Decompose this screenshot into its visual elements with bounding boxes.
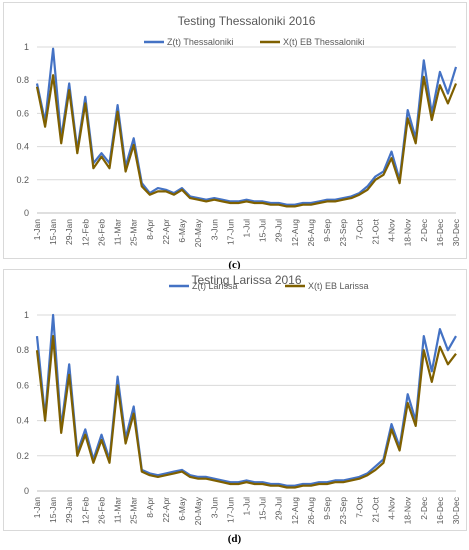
x-tick-label: 2-Dec	[419, 218, 429, 241]
x-tick-label: 1-Jul	[242, 497, 252, 516]
x-tick-label: 30-Dec	[451, 218, 461, 246]
y-tick-label: 0	[24, 208, 29, 218]
x-tick-label: 25-Mar	[129, 219, 139, 246]
x-tick-label: 29-Jan	[64, 497, 74, 523]
x-tick-label: 20-May	[193, 218, 203, 247]
x-tick-label: 23-Sep	[338, 497, 348, 525]
x-tick-label: 7-Oct	[354, 218, 364, 239]
chart-title: Testing Thessaloniki 2016	[178, 14, 316, 28]
y-tick-label: 0.4	[16, 142, 29, 152]
series-line-z	[35, 47, 458, 206]
legend-label: Z(t) Thessaloniki	[167, 37, 233, 47]
y-tick-label: 0.8	[16, 75, 29, 85]
x-tick-label: 21-Oct	[370, 496, 380, 522]
chart-title: Testing Larissa 2016	[191, 273, 301, 287]
x-tick-label: 11-Mar	[113, 219, 123, 245]
y-tick-label: 0.6	[16, 380, 29, 390]
x-tick-label: 12-Aug	[290, 497, 300, 525]
x-tick-label: 23-Sep	[338, 219, 348, 247]
x-tick-label: 9-Sep	[322, 497, 332, 520]
series-line-z	[35, 313, 457, 487]
x-tick-label: 3-Jun	[209, 219, 219, 241]
x-tick-label: 29-Jul	[274, 219, 284, 242]
x-tick-label: 22-Apr	[161, 219, 171, 245]
legend-label: X(t) EB Larissa	[308, 281, 369, 291]
x-tick-label: 16-Dec	[435, 218, 445, 246]
x-tick-label: 1-Jul	[242, 219, 252, 238]
y-tick-label: 0	[24, 486, 29, 496]
x-tick-label: 9-Sep	[322, 219, 332, 242]
chart-larissa: Testing Larissa 2016 0 0.2 0.4 0.6 0.8 1 1-Jan 1…	[16, 273, 461, 525]
y-tick-label: 1	[24, 310, 29, 320]
chart-thessaloniki: Testing Thessaloniki 201600.20.40.60.811…	[16, 14, 461, 247]
x-tick-label: 4-Nov	[387, 218, 397, 241]
x-tick-label: 11-Mar	[113, 497, 123, 523]
legend-label: X(t) EB Thessaloniki	[283, 37, 364, 47]
series-line-x-eb	[35, 334, 457, 489]
x-tick-label: 8-Apr	[145, 497, 155, 518]
x-tick-label: 12-Aug	[290, 219, 300, 247]
x-tick-label: 17-Jun	[225, 497, 235, 523]
x-tick-label: 15-Jul	[258, 219, 268, 242]
x-tick-label: 17-Jun	[225, 219, 235, 245]
x-tick-label: 1-Jan	[32, 219, 42, 241]
x-tick-label: 8-Apr	[145, 219, 155, 240]
x-tick-label: 4-Nov	[387, 496, 397, 519]
panel-caption-c: (c)	[228, 259, 241, 271]
x-tick-label: 26-Aug	[306, 219, 316, 247]
x-tick-label: 25-Mar	[129, 497, 139, 524]
x-tick-label: 7-Oct	[354, 496, 364, 517]
x-tick-label: 12-Feb	[80, 497, 90, 524]
x-tick-label: 2-Dec	[419, 496, 429, 519]
series-line-x-eb	[35, 74, 458, 208]
x-tick-label: 15-Jan	[48, 497, 58, 523]
x-tick-label: 26-Feb	[96, 497, 106, 524]
x-tick-label: 21-Oct	[370, 218, 380, 244]
panel-caption-d: (d)	[227, 533, 242, 545]
x-tick-label: 18-Nov	[403, 496, 413, 524]
x-tick-label: 18-Nov	[403, 218, 413, 246]
x-tick-label: 12-Feb	[80, 219, 90, 246]
x-tick-label: 16-Dec	[435, 496, 445, 524]
x-tick-label: 6-May	[177, 218, 187, 242]
x-tick-label: 26-Feb	[96, 219, 106, 246]
chart-panel-thessaloniki: Testing Thessaloniki 2016 0 0.2 0.4 0.6 0.8 1 1…	[3, 2, 467, 259]
x-tick-label: 6-May	[177, 496, 187, 520]
chart-panel-larissa: Testing Larissa 2016 0 0.2 0.4 0.6 0.8 1 1-Jan 1…	[3, 269, 467, 531]
y-tick-label: 1	[24, 42, 29, 52]
y-tick-label: 0.8	[16, 345, 29, 355]
x-tick-label: 15-Jul	[258, 497, 268, 520]
y-tick-label: 0.4	[16, 416, 29, 426]
x-tick-label: 29-Jan	[64, 219, 74, 245]
legend-label: Z(t) Larissa	[192, 281, 238, 291]
y-tick-label: 0.6	[16, 108, 29, 118]
x-tick-label: 26-Aug	[306, 497, 316, 525]
y-tick-label: 0.2	[16, 451, 29, 461]
x-tick-label: 29-Jul	[274, 497, 284, 520]
x-tick-label: 20-May	[193, 496, 203, 525]
x-tick-label: 3-Jun	[209, 497, 219, 519]
x-tick-label: 22-Apr	[161, 497, 171, 523]
x-tick-label: 30-Dec	[451, 496, 461, 524]
y-tick-label: 0.2	[16, 175, 29, 185]
x-tick-label: 15-Jan	[48, 219, 58, 245]
x-tick-label: 1-Jan	[32, 497, 42, 519]
